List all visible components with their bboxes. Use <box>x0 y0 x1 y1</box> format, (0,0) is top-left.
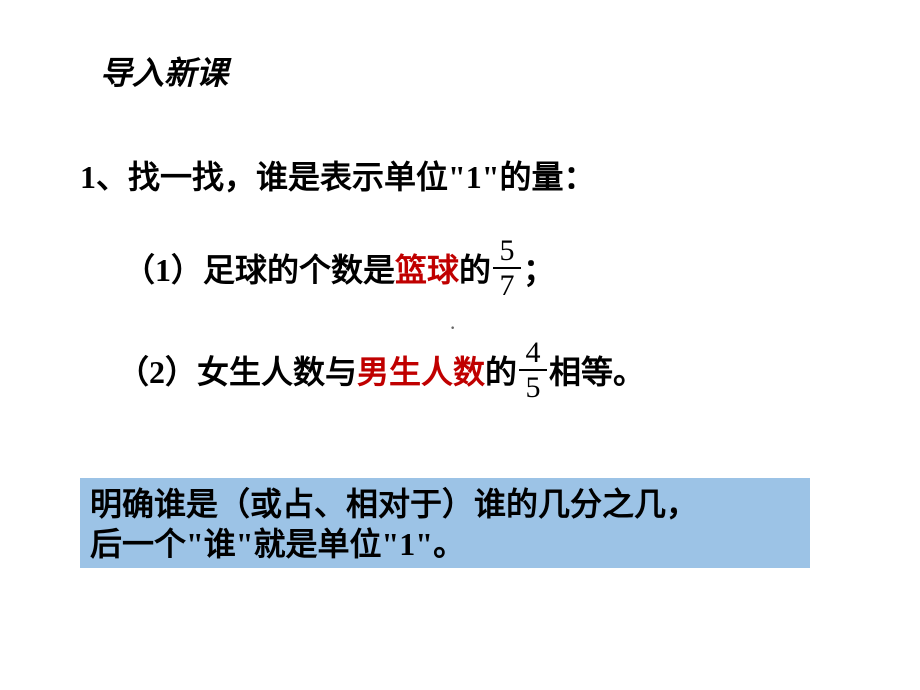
problem-1-highlight: 篮球 <box>395 245 459 291</box>
fraction-denominator: 7 <box>500 270 515 302</box>
problem-1-suffix1: 的 <box>459 245 491 291</box>
problem-2-prefix: （2）女生人数与 <box>117 347 357 393</box>
fraction-denominator: 5 <box>526 372 541 404</box>
fraction-numerator: 4 <box>526 337 541 369</box>
problem-2-highlight: 男生人数 <box>357 347 485 393</box>
fraction-numerator: 5 <box>500 235 515 267</box>
problem-1-suffix2: ； <box>523 245 555 291</box>
problem-1-prefix: （1）足球的个数是 <box>123 245 395 291</box>
lesson-title: 导入新课 <box>100 48 228 94</box>
problem-2-suffix2: 相等。 <box>549 347 645 393</box>
section-heading: 1、找一找，谁是表示单位"1"的量： <box>80 152 596 198</box>
fraction-4-5: 4 5 <box>519 337 547 404</box>
problem-2-suffix1: 的 <box>485 347 517 393</box>
summary-line-2: 后一个"谁"就是单位"1"。 <box>90 524 800 564</box>
summary-line-1: 明确谁是（或占、相对于）谁的几分之几， <box>90 484 800 524</box>
summary-box: 明确谁是（或占、相对于）谁的几分之几， 后一个"谁"就是单位"1"。 <box>80 478 810 568</box>
fraction-5-7: 5 7 <box>493 235 521 302</box>
problem-2: （2）女生人数与 男生人数 的 4 5 相等。 <box>117 330 645 410</box>
problem-1: （1）足球的个数是 篮球 的 5 7 ； <box>123 228 555 308</box>
